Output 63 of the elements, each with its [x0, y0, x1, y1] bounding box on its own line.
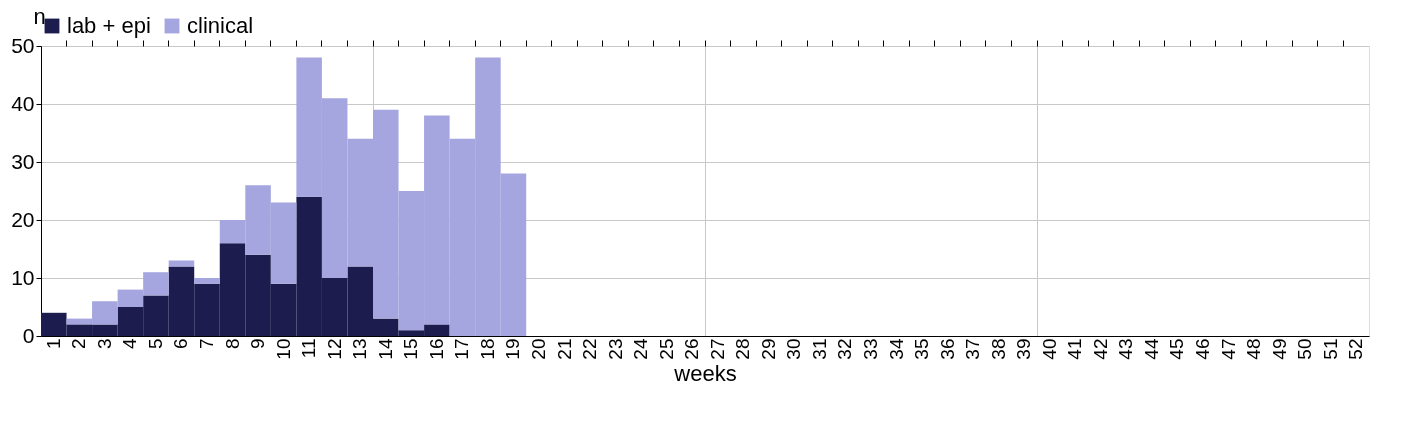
x-tick-label: 28 [732, 338, 754, 360]
x-tick-label: 4 [119, 338, 141, 350]
x-tick-label: 36 [936, 338, 958, 360]
x-tick-label: 24 [630, 338, 652, 360]
x-tick-label: 18 [476, 338, 498, 360]
x-tick-label: 3 [93, 338, 115, 350]
y-tick-label: 0 [22, 323, 35, 347]
x-tick-label: 51 [1319, 338, 1341, 360]
x-tick-label: 41 [1064, 338, 1086, 360]
bar [194, 278, 220, 284]
y-tick-label: 50 [11, 33, 35, 57]
x-tick-label: 45 [1166, 338, 1188, 360]
legend-label: lab + epi [67, 13, 151, 38]
x-tick-label: 22 [579, 338, 601, 360]
y-tick-label: 20 [11, 207, 35, 231]
x-tick-label: 43 [1115, 338, 1137, 360]
x-tick-label: 25 [655, 338, 677, 360]
x-tick-label: 19 [502, 338, 524, 360]
x-tick-label: 33 [860, 338, 881, 360]
x-tick-label: 7 [196, 338, 217, 350]
x-tick-label: 21 [553, 338, 575, 360]
x-tick-label: 50 [1294, 338, 1316, 360]
x-tick-label: 29 [757, 338, 779, 360]
x-tick-label: 30 [783, 338, 805, 360]
x-tick-label: 13 [349, 338, 371, 360]
x-tick-label: 32 [834, 338, 856, 360]
x-tick-label: 34 [885, 338, 907, 360]
x-tick-label: 35 [911, 338, 933, 360]
x-tick-label: 23 [604, 338, 626, 360]
x-tick-label: 37 [962, 338, 984, 360]
x-tick-label: 20 [528, 338, 549, 360]
x-tick-label: 42 [1089, 338, 1111, 360]
x-tick-label: 12 [323, 338, 345, 360]
y-axis-title: n [33, 3, 46, 29]
x-tick-label: 46 [1192, 338, 1213, 360]
x-tick-label: 31 [808, 338, 830, 360]
x-tick-label: 16 [425, 338, 447, 360]
x-tick-label: 11 [298, 338, 320, 359]
x-tick-label: 15 [400, 338, 422, 360]
x-tick-label: 10 [272, 338, 294, 360]
x-tick-label: 26 [681, 338, 703, 360]
x-tick-label: 9 [247, 338, 269, 350]
legend-label: clinical [187, 13, 254, 38]
x-tick-label: 47 [1217, 338, 1239, 360]
x-axis-title: weeks [673, 360, 737, 386]
x-tick-label: 8 [221, 338, 243, 350]
x-tick-label: 44 [1140, 338, 1162, 360]
x-tick-label: 14 [374, 338, 396, 360]
x-tick-label: 5 [144, 338, 166, 350]
x-tick-label: 2 [68, 338, 90, 350]
x-tick-label: 17 [451, 338, 473, 360]
x-tick-label: 52 [1345, 338, 1367, 360]
x-tick-label: 27 [706, 338, 728, 360]
x-tick-label: 40 [1038, 338, 1060, 360]
x-tick-label: 1 [42, 338, 64, 350]
x-tick-label: 48 [1243, 338, 1265, 360]
y-tick-label: 40 [11, 91, 35, 115]
y-tick-label: 30 [11, 149, 35, 173]
x-tick-label: 49 [1268, 338, 1290, 360]
x-tick-label: 6 [170, 338, 192, 350]
x-tick-label: 39 [1013, 338, 1035, 360]
x-tick-label: 38 [987, 338, 1009, 360]
y-tick-label: 10 [11, 265, 35, 289]
